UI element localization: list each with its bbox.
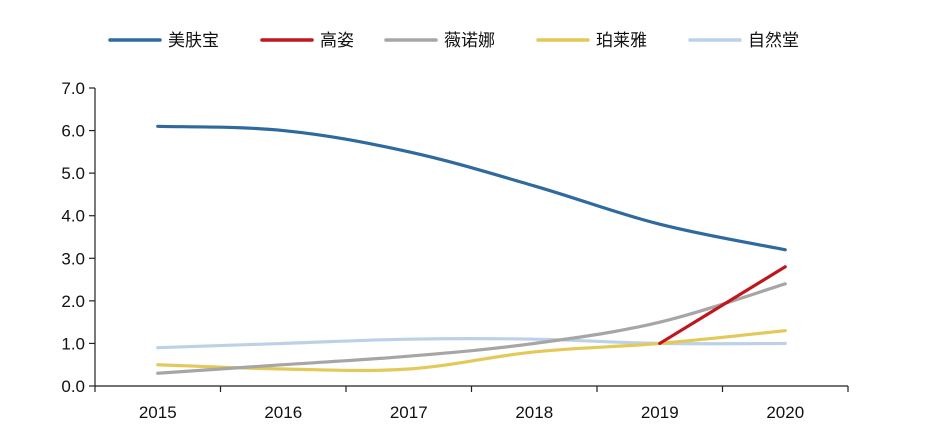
legend-label: 珀莱雅 (596, 31, 647, 51)
series-line-2 (156, 282, 787, 375)
x-tick-label: 2020 (766, 403, 804, 422)
series-line-0 (156, 124, 787, 252)
x-tick-label: 2019 (641, 403, 679, 422)
series-line-1 (658, 265, 787, 346)
series-layer (156, 124, 787, 375)
y-tick-label: 6.0 (61, 122, 85, 141)
y-tick-label: 2.0 (61, 292, 85, 311)
legend-label: 自然堂 (748, 31, 799, 51)
legend-label: 薇诺娜 (444, 31, 495, 51)
y-tick-label: 3.0 (61, 249, 85, 268)
y-tick-label: 1.0 (61, 334, 85, 353)
y-tick-label: 4.0 (61, 207, 85, 226)
y-tick-label: 0.0 (61, 377, 85, 396)
x-tick-label: 2016 (264, 403, 302, 422)
legend-label: 高姿 (320, 31, 354, 51)
x-tick-label: 2017 (390, 403, 428, 422)
legend: 美肤宝 高姿 薇诺娜 珀莱雅 自然堂 (108, 31, 799, 51)
y-tick-label: 5.0 (61, 164, 85, 183)
x-axis-ticks: 2015 2016 2017 2018 2019 2020 (94, 386, 849, 422)
y-tick-label: 7.0 (61, 79, 85, 98)
legend-label: 美肤宝 (168, 31, 219, 51)
series-line-3 (156, 329, 787, 373)
x-tick-label: 2018 (515, 403, 553, 422)
axes (94, 88, 848, 387)
y-axis-ticks: 0.0 1.0 2.0 3.0 4.0 5.0 6.0 7.0 (61, 79, 95, 396)
x-tick-label: 2015 (139, 403, 177, 422)
